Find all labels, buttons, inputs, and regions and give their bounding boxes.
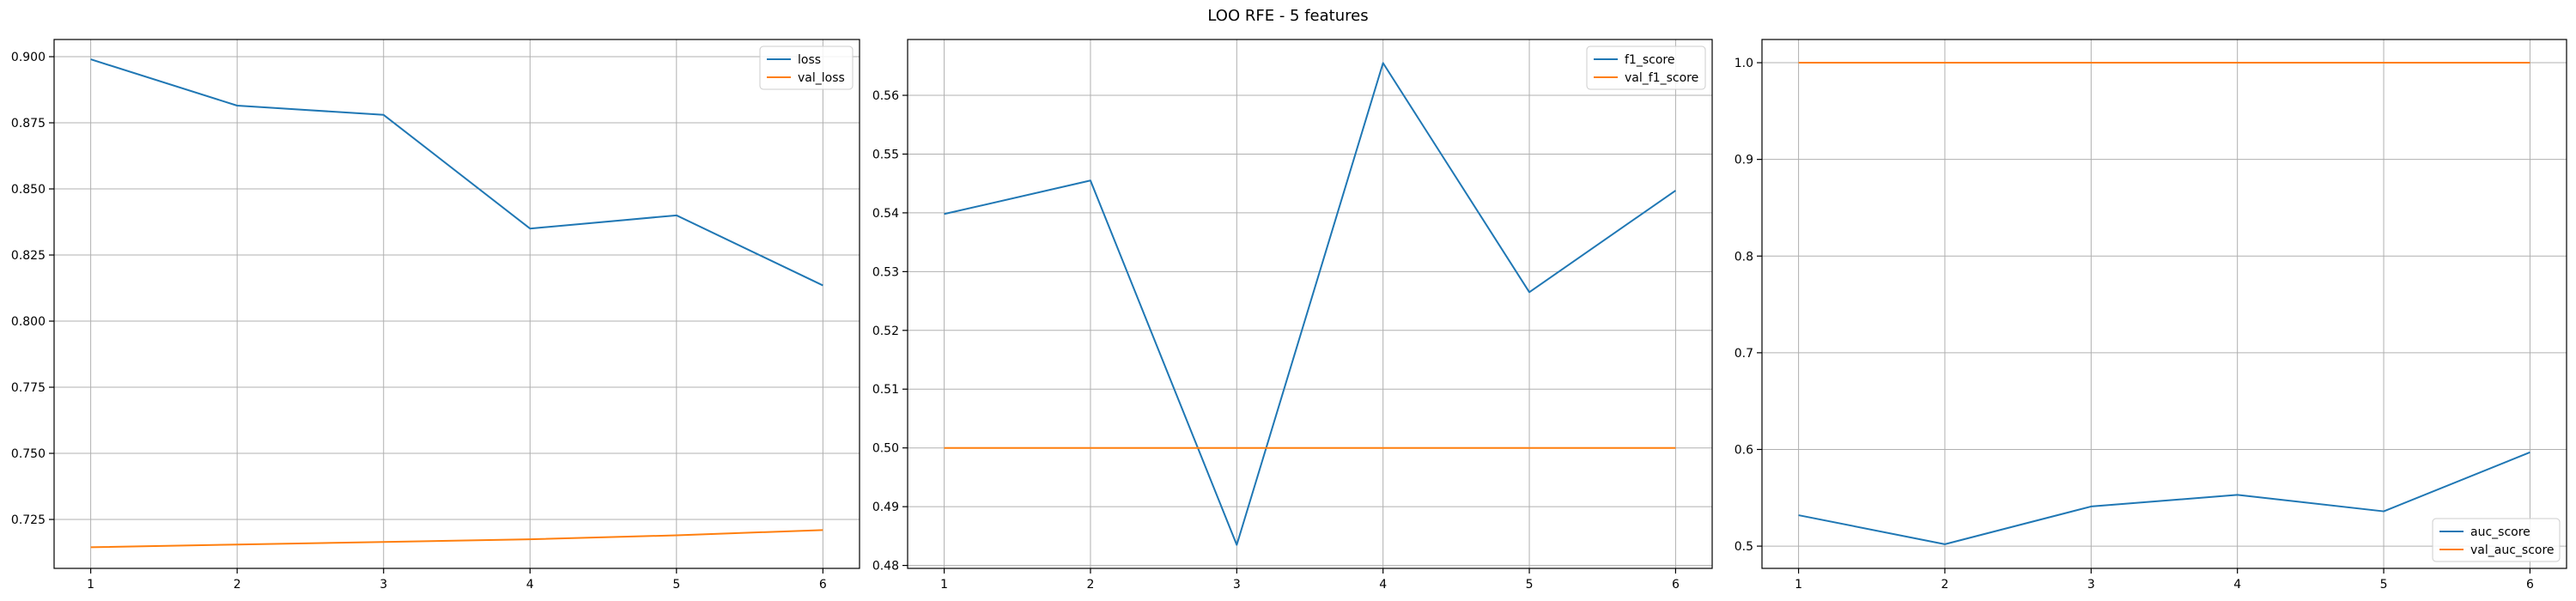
y-tick-label: 0.55	[872, 148, 899, 161]
legend: auc_score val_auc_score	[2432, 518, 2561, 562]
chart-panel-1: 1 2 3 4 5 6 0.725 0.750 0.775 0.800 0.825 0.850 0.87…	[11, 39, 860, 592]
y-tick-label: 0.7	[1735, 347, 1753, 361]
y-tick-label: 0.48	[872, 560, 899, 574]
legend-label: auc_score	[2470, 525, 2530, 539]
chart-panel-2: 1 2 3 4 5 6 0.48 0.49 0.50 0.51 0.52 0.53 0.54 0.55 0.…	[872, 39, 1713, 592]
y-tick-label: 0.750	[11, 447, 46, 461]
y-tick-label: 0.9	[1735, 154, 1753, 167]
x-tick-label: 4	[2233, 578, 2241, 592]
x-tick-label: 6	[1672, 578, 1680, 592]
y-tick-label: 0.775	[11, 381, 46, 395]
x-tick-label: 5	[1526, 578, 1534, 592]
figure-title: LOO RFE - 5 features	[1207, 7, 1369, 25]
y-tick-label: 0.725	[11, 513, 46, 527]
chart-panel-3: 1 2 3 4 5 6 0.5 0.6 0.7 0.8 0.9 1.0 auc_score val_auc…	[1735, 39, 2567, 592]
y-tick-label: 0.825	[11, 249, 46, 263]
y-tick-label: 0.875	[11, 117, 46, 131]
y-tick-label: 0.6	[1735, 443, 1753, 457]
y-tick-label: 1.0	[1735, 57, 1753, 70]
axes-frame	[907, 39, 1713, 569]
x-tick-label: 4	[526, 578, 534, 592]
series-line-val_loss	[90, 529, 823, 549]
x-tick-label: 1	[87, 578, 94, 592]
y-tick-label: 0.50	[872, 442, 899, 456]
axes-frame	[53, 39, 860, 569]
legend-label: val_auc_score	[2470, 543, 2555, 557]
x-tick-label: 6	[819, 578, 827, 592]
x-tick-label: 5	[2380, 578, 2388, 592]
y-tick-label: 0.8	[1735, 250, 1753, 264]
y-tick-label: 0.54	[872, 207, 899, 221]
series-line-f1_score	[944, 62, 1676, 546]
x-tick-label: 4	[1379, 578, 1387, 592]
x-tick-label: 1	[940, 578, 948, 592]
legend-label: val_f1_score	[1625, 71, 1698, 85]
x-tick-label: 3	[2087, 578, 2095, 592]
legend-label: val_loss	[798, 71, 845, 85]
x-tick-label: 5	[672, 578, 680, 592]
x-tick-label: 2	[1941, 578, 1948, 592]
y-tick-label: 0.850	[11, 183, 46, 197]
y-tick-label: 0.52	[872, 325, 899, 338]
x-tick-label: 1	[1795, 578, 1802, 592]
x-tick-label: 2	[1086, 578, 1094, 592]
y-tick-label: 0.53	[872, 265, 899, 279]
legend-box	[759, 46, 854, 90]
legend: loss val_loss	[759, 46, 854, 90]
y-tick-label: 0.51	[872, 383, 899, 397]
series-line-auc_score	[1798, 451, 2530, 545]
y-tick-label: 0.56	[872, 89, 899, 103]
y-tick-label: 0.800	[11, 315, 46, 329]
y-tick-label: 0.49	[872, 501, 899, 514]
x-tick-label: 2	[234, 578, 241, 592]
y-tick-label: 0.5	[1735, 540, 1753, 554]
y-tick-label: 0.900	[11, 51, 46, 64]
legend-label: loss	[798, 53, 821, 67]
legend-label: f1_score	[1625, 53, 1674, 67]
legend: f1_score val_f1_score	[1586, 46, 1706, 90]
x-tick-label: 6	[2526, 578, 2534, 592]
x-tick-label: 3	[1233, 578, 1241, 592]
legend-box	[1586, 46, 1706, 90]
legend-box	[2432, 518, 2561, 562]
series-line-loss	[90, 58, 823, 287]
axes-frame	[1761, 39, 2567, 569]
x-tick-label: 3	[380, 578, 387, 592]
